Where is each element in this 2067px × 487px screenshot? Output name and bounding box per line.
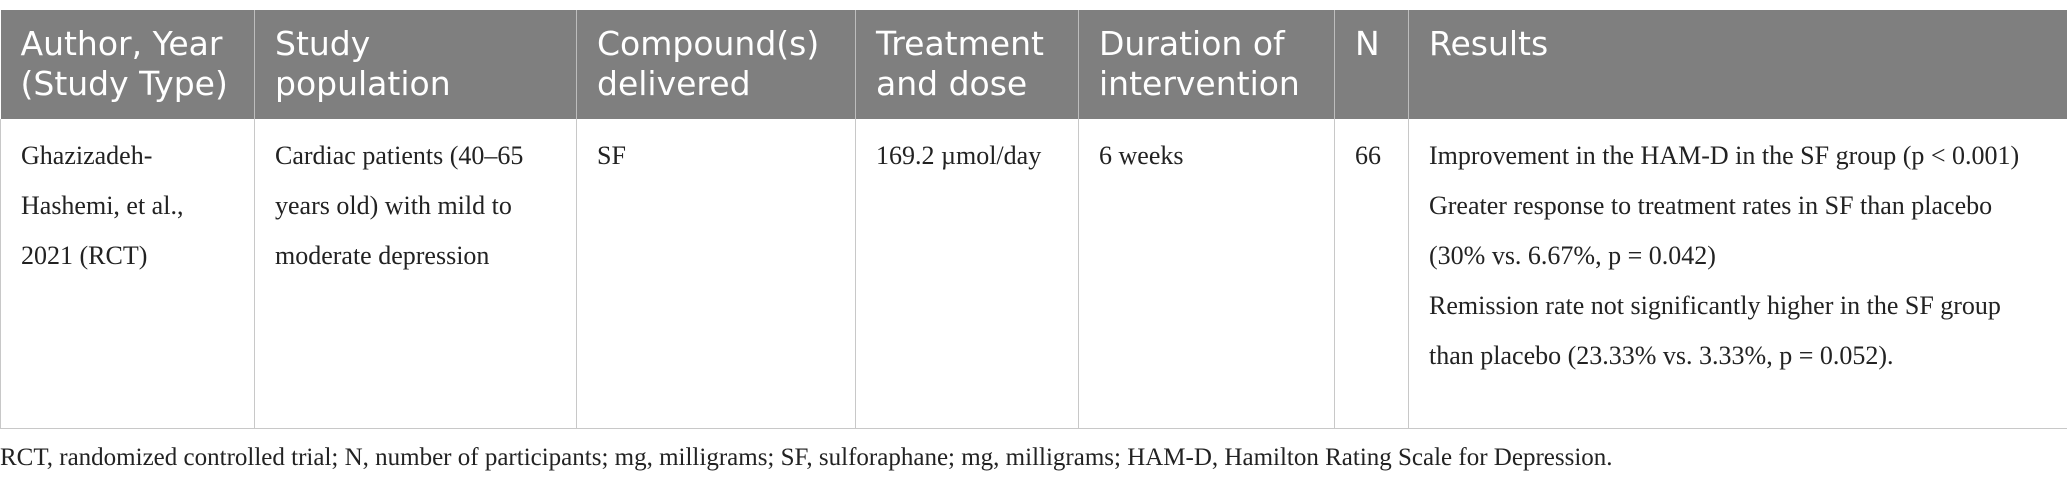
- cell: 6 weeks: [1078, 119, 1335, 429]
- result-line: Remission rate not significantly higher …: [1429, 291, 2001, 370]
- result-line: Greater response to treatment rates in S…: [1429, 191, 1993, 270]
- cell: 169.2 µmol/day: [855, 119, 1079, 429]
- footnote: RCT, randomized controlled trial; N, num…: [0, 444, 1613, 471]
- header-cell: Results: [1408, 10, 2067, 119]
- cell: Ghazizadeh-Hashemi, et al., 2021 (RCT): [0, 119, 255, 429]
- result-line: Improvement in the HAM-D in the SF group…: [1429, 141, 2020, 170]
- results-cell: Improvement in the HAM-D in the SF group…: [1408, 119, 2067, 429]
- header-cell: Author, Year (Study Type): [0, 10, 255, 119]
- header-cell: Study population: [254, 10, 577, 119]
- cell: Cardiac patients (40–65 years old) with …: [254, 119, 577, 429]
- cell: SF: [576, 119, 856, 429]
- cell: 66: [1334, 119, 1409, 429]
- study-table: Author, Year (Study Type) Study populati…: [0, 10, 2067, 429]
- header-cell: Duration of intervention: [1078, 10, 1335, 119]
- header-cell: Compound(s) delivered: [576, 10, 856, 119]
- header-cell: N: [1334, 10, 1409, 119]
- data-row: Ghazizadeh-Hashemi, et al., 2021 (RCT) C…: [0, 119, 2067, 429]
- header-cell: Treatment and dose: [855, 10, 1079, 119]
- header-row: Author, Year (Study Type) Study populati…: [0, 10, 2067, 119]
